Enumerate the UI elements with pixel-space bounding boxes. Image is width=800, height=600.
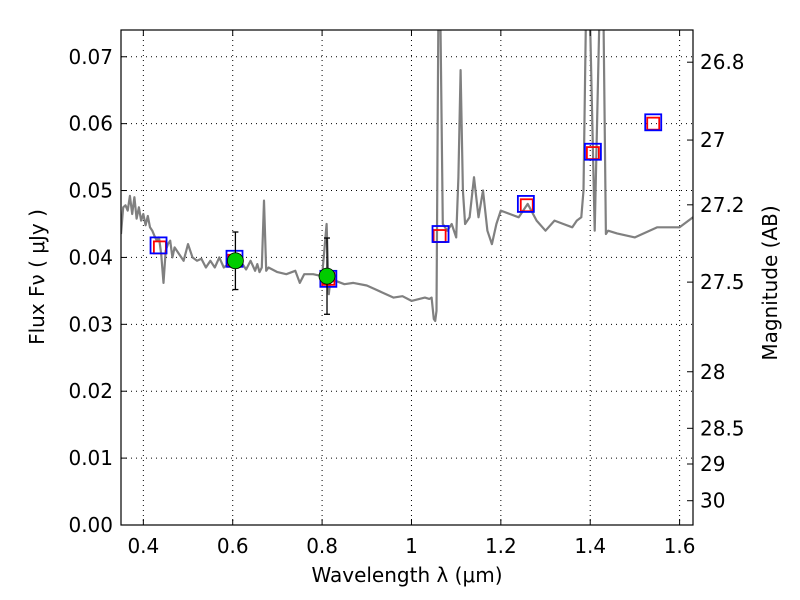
- photometry-point: [226, 252, 244, 270]
- band-flux-square: [584, 142, 602, 161]
- x-tick-label: 0.8: [306, 534, 338, 558]
- right-tick-label: 30: [700, 489, 725, 513]
- x-tick-label: 0.4: [127, 534, 159, 558]
- right-tick-label: 28.5: [700, 416, 745, 440]
- y-tick-label: 0.04: [68, 245, 113, 269]
- right-tick-label: 28: [700, 360, 725, 384]
- y-axis-title-right: Magnitude (AB): [758, 205, 782, 360]
- right-tick-label: 29: [700, 452, 725, 476]
- y-tick-label: 0.03: [68, 312, 113, 336]
- right-tick-label: 26.8: [700, 50, 745, 74]
- y-tick-label: 0.01: [68, 446, 113, 470]
- x-tick-label: 1.6: [664, 534, 696, 558]
- band-flux-square: [431, 225, 450, 243]
- y-tick-label: 0.05: [68, 179, 113, 203]
- y-tick-label: 0.02: [68, 379, 113, 403]
- right-tick-label: 27.5: [700, 270, 745, 294]
- right-tick-label: 27.2: [700, 193, 745, 217]
- x-tick-label: 1: [405, 534, 418, 558]
- plot-frame: [120, 29, 694, 526]
- tick-labels: 0.4 0.6 0.8 1 1.2 1.4 1.6 0.00 0.01 0.02 0.03 0.04 0…: [68, 45, 744, 558]
- band-flux-square: [149, 236, 168, 255]
- marker-layer: [149, 113, 663, 315]
- band-flux-square: [516, 195, 535, 213]
- photometry-point: [318, 267, 336, 285]
- right-tick-label: 27: [700, 128, 725, 152]
- y-tick-label: 0.07: [68, 45, 113, 69]
- x-axis-title: Wavelength λ (μm): [311, 563, 502, 587]
- ticks: [121, 30, 693, 526]
- y-axis-title-left: Flux Fν ( μJy ): [25, 209, 49, 345]
- x-tick-label: 1.2: [485, 534, 517, 558]
- x-tick-label: 0.6: [217, 534, 249, 558]
- x-tick-label: 1.4: [574, 534, 606, 558]
- y-tick-label: 0.00: [68, 513, 113, 537]
- band-flux-square: [644, 113, 663, 132]
- y-tick-label: 0.06: [68, 112, 113, 136]
